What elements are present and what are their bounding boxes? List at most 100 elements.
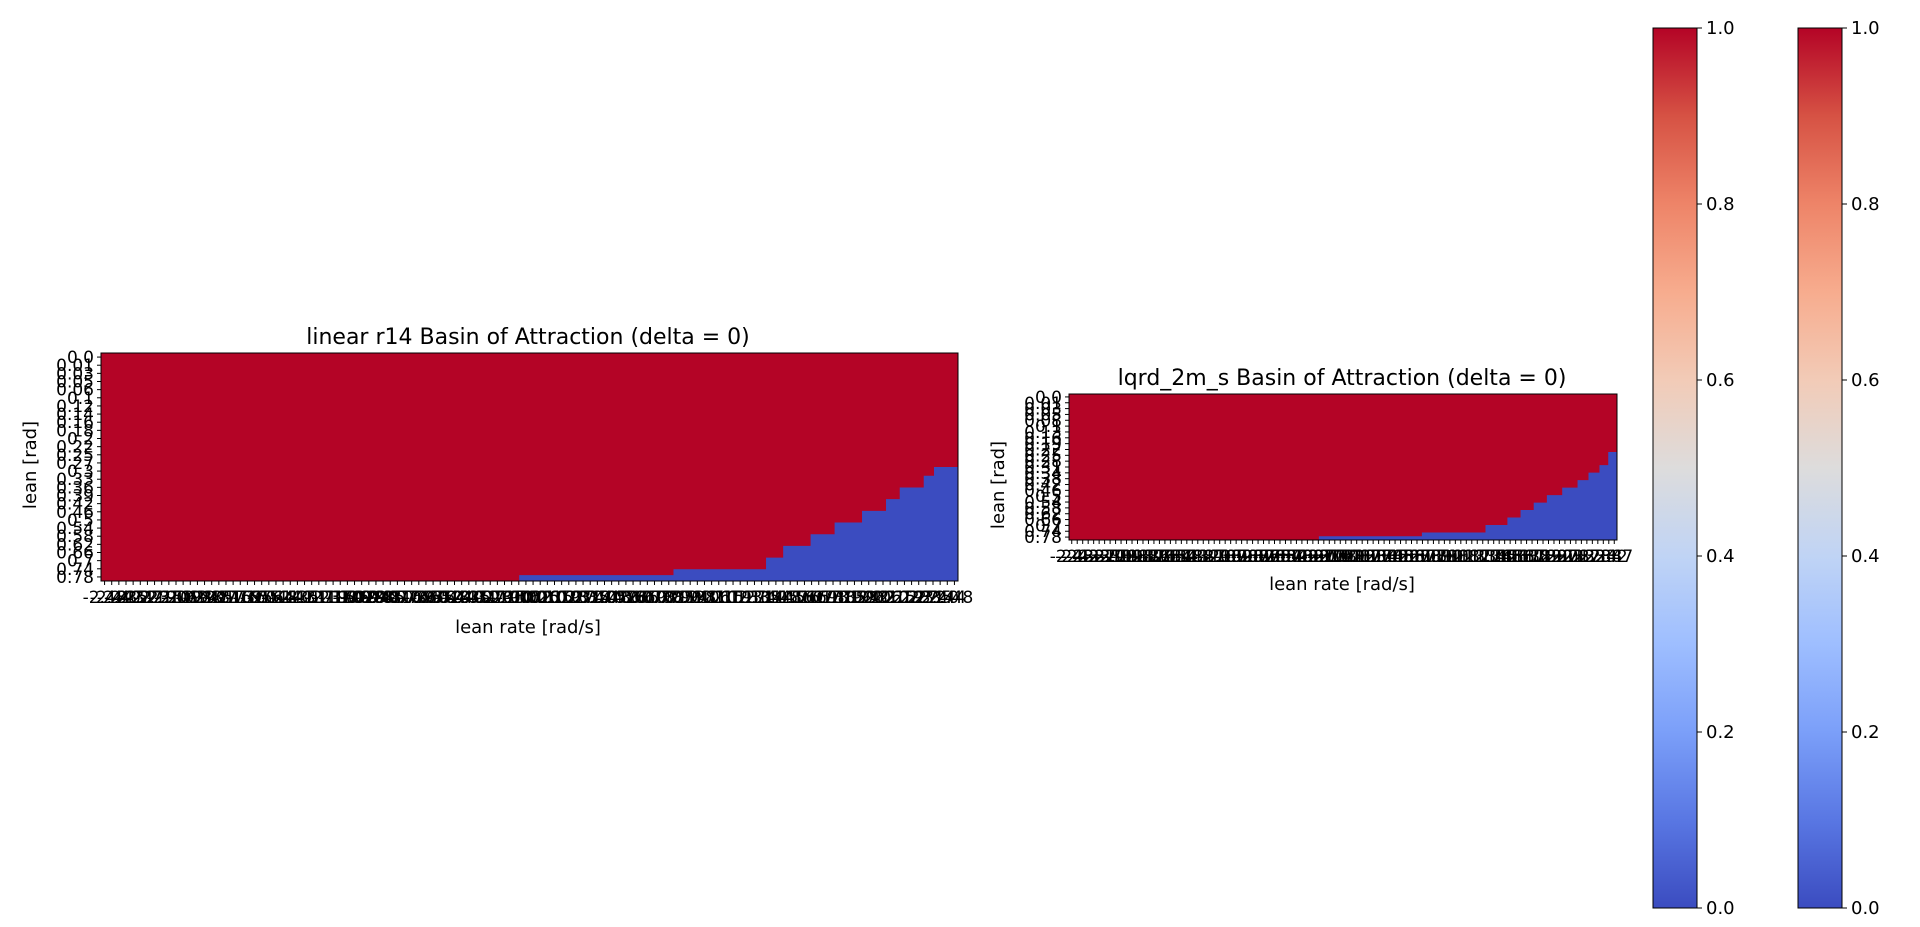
x-tick-label: 0.17	[1343, 547, 1381, 567]
y-axis-label-2: lean [rad]	[988, 441, 1009, 529]
y-tick-label: 0.31	[1024, 458, 1062, 478]
y-tick-label: 0.16	[1024, 429, 1062, 449]
y-tick-label: 0.54	[56, 519, 94, 539]
y-tick-label: 0.33	[56, 470, 94, 490]
x-tick-label: 0.06	[521, 588, 559, 608]
x-tick-label: 2.33	[1579, 547, 1617, 567]
x-tick-label: -0.56	[411, 588, 455, 608]
x-tick-label: -1.38	[1170, 547, 1214, 567]
x-tick-label: -1.48	[1159, 547, 1203, 567]
y-tick-label: 0.0	[1035, 388, 1062, 408]
y-tick-label: 0.01	[1024, 394, 1062, 414]
x-tick-label: 0.40	[578, 588, 616, 608]
x-tick-label: 0.88	[1420, 547, 1458, 567]
x-tick-label: 0.23	[550, 588, 588, 608]
heatmap-2: lqrd_2m_s Basin of Attraction (delta = 0…	[988, 366, 1633, 595]
x-tick-label: 2.23	[893, 588, 931, 608]
x-tick-label: 0.56	[607, 588, 645, 608]
y-tick-label: 0.39	[56, 487, 94, 507]
y-tick-label: 0.46	[56, 503, 94, 523]
x-tick-label: 1.85	[828, 588, 866, 608]
x-tick-label: -1.31	[283, 588, 327, 608]
x-ticks-2: -2.48-2.42-2.38-2.33-2.27-2.23-2.17-2.13…	[1050, 540, 1633, 567]
y-tick-label: 0.05	[56, 373, 94, 393]
x-tick-label: -1.98	[1105, 547, 1149, 567]
y-tick-label: 0.36	[56, 478, 94, 498]
x-axis-label-1: lean rate [rad/s]	[455, 617, 601, 638]
y-tick-label: 0.25	[1024, 446, 1062, 466]
x-tick-label: 1.42	[1480, 547, 1518, 567]
y-tick-label: 0.58	[1024, 499, 1062, 519]
x-tick-label: 0.02	[514, 588, 552, 608]
x-tick-label: -1.82	[1121, 547, 1165, 567]
x-tick-label: 1.15	[707, 588, 745, 608]
x-tick-label: -1.57	[1148, 547, 1192, 567]
y-tick-label: 0.25	[56, 446, 94, 466]
x-tick-label: -2.48	[1050, 547, 1094, 567]
x-tick-label: -2.27	[118, 588, 162, 608]
x-tick-label: 0.77	[1409, 547, 1447, 567]
x-tick-label: 0.98	[1431, 547, 1469, 567]
x-tick-label: -2.31	[111, 588, 155, 608]
y-tick-label: 0.62	[1024, 505, 1062, 525]
y-tick-label: 0.2	[67, 430, 94, 450]
plot-frame	[100, 352, 959, 582]
x-tick-label: 0.63	[1393, 547, 1431, 567]
colorbar-tick-label: 0.0	[1851, 898, 1880, 919]
y-tick-label: 0.1	[1035, 417, 1062, 437]
x-tick-label: -1.68	[1137, 547, 1181, 567]
x-tick-label: -0.81	[368, 588, 412, 608]
x-tick-label: -2.17	[1083, 547, 1127, 567]
y-tick-label: 0.42	[56, 495, 94, 515]
x-tick-label: 0.10	[528, 588, 566, 608]
x-tick-label: 0.52	[1382, 547, 1420, 567]
x-tick-label: 1.48	[764, 588, 802, 608]
x-tick-label: -0.02	[1318, 547, 1362, 567]
x-tick-label: -0.52	[1263, 547, 1307, 567]
x-tick-label: 2.48	[935, 588, 973, 608]
x-tick-label: 1.56	[778, 588, 816, 608]
x-tick-label: -0.48	[1269, 547, 1313, 567]
heatmap-2-area	[1068, 393, 1618, 541]
x-tick-label: 2.38	[1584, 547, 1622, 567]
x-tick-label: 1.92	[1535, 547, 1573, 567]
y-tick-label: 0.19	[1024, 435, 1062, 455]
x-tick-label: -1.06	[325, 588, 369, 608]
y-tick-label: 0.08	[1024, 411, 1062, 431]
colorbar-tick-label: 0.4	[1851, 546, 1880, 567]
y-tick-label: 0.3	[67, 462, 94, 482]
x-tick-label: 0.38	[1365, 547, 1403, 567]
x-tick-label: -0.68	[1247, 547, 1291, 567]
x-tick-label: -2.33	[1066, 547, 1110, 567]
x-tick-label: -0.48	[425, 588, 469, 608]
y-ticks-1: 0.00.010.030.050.060.10.120.140.160.180.…	[56, 348, 101, 588]
y-tick-label: 0.5	[1035, 487, 1062, 507]
x-tick-label: 1.88	[1530, 547, 1568, 567]
x-tick-label: -1.73	[211, 588, 255, 608]
x-tick-label: 1.97	[1541, 547, 1579, 567]
x-tick-label: -0.60	[404, 588, 448, 608]
x-tick-label: 0.15	[536, 588, 574, 608]
x-tick-label: -1.15	[311, 588, 355, 608]
x-tick-label: -0.27	[461, 588, 505, 608]
x-tick-label: -0.13	[1307, 547, 1351, 567]
x-tick-label: 0.44	[586, 588, 624, 608]
y-tick-label: 0.27	[56, 454, 94, 474]
x-tick-label: 1.98	[850, 588, 888, 608]
x-tick-label: -0.10	[490, 588, 534, 608]
x-tick-label: -1.35	[275, 588, 319, 608]
chart-title-1: linear r14 Basin of Attraction (delta = …	[306, 325, 750, 350]
y-tick-label: 0.1	[67, 389, 94, 409]
x-tick-label: -2.08	[1094, 547, 1138, 567]
x-tick-label: -2.35	[104, 588, 148, 608]
y-tick-label: 0.78	[1024, 528, 1062, 548]
x-tick-label: -1.90	[183, 588, 227, 608]
x-tick-label: 2.31	[907, 588, 945, 608]
x-tick-label: -1.69	[218, 588, 262, 608]
x-tick-label: -2.23	[125, 588, 169, 608]
x-tick-label: 0.27	[557, 588, 595, 608]
heatmap-1-area	[100, 352, 959, 582]
x-tick-label: -0.85	[361, 588, 405, 608]
colorbar-tick-label: 1.0	[1851, 18, 1880, 39]
colorbar-gradient	[1797, 27, 1843, 909]
